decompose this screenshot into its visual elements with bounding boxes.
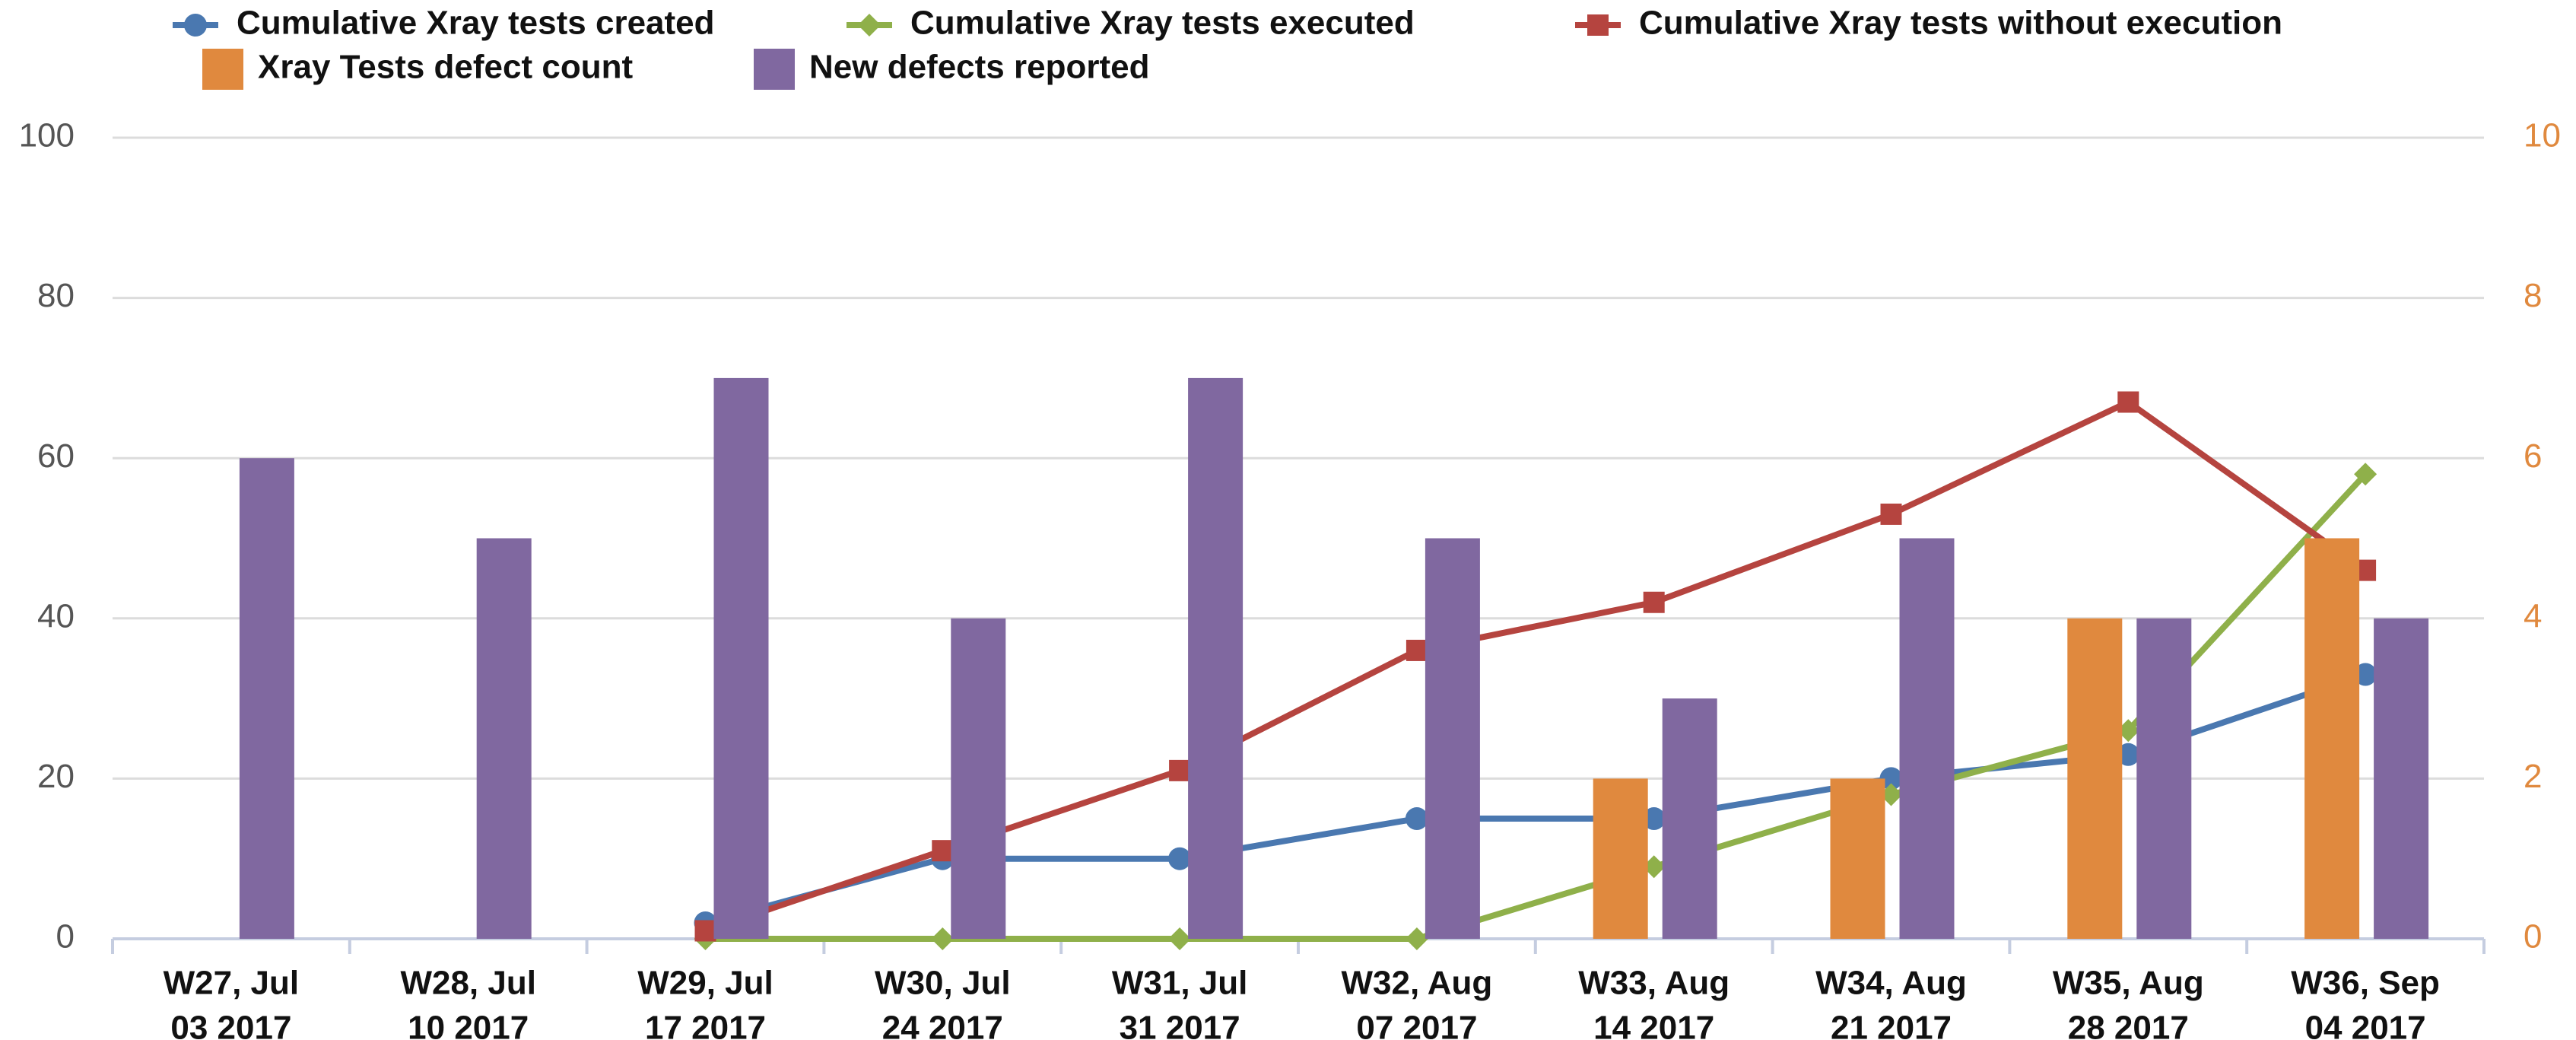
bar [2136, 618, 2192, 939]
bar [2067, 618, 2123, 939]
x-tick-label: 14 2017 [1593, 1010, 1714, 1040]
x-tick-label: W34, Aug [1815, 965, 1967, 1002]
marker [2117, 391, 2139, 413]
y2-tick-label: 6 [2524, 437, 2542, 475]
x-tick-label: 31 2017 [1120, 1010, 1240, 1040]
legend-label: New defects reported [809, 49, 1149, 86]
marker [858, 14, 881, 37]
x-tick-label: 24 2017 [882, 1010, 1003, 1040]
marker [2117, 743, 2140, 766]
y2-tick-label: 8 [2524, 277, 2542, 314]
x-tick-label: W27, Jul [164, 965, 300, 1002]
marker [1879, 767, 1903, 790]
marker [1879, 783, 1903, 806]
y-tick-label: 60 [37, 437, 75, 475]
legend-label: Cumulative Xray tests created [237, 5, 715, 42]
y-tick-label: 100 [19, 117, 75, 154]
bar [2304, 538, 2360, 939]
y2-tick-label: 2 [2524, 758, 2542, 795]
x-tick-label: W36, Sep [2291, 965, 2440, 1002]
y-tick-label: 80 [37, 277, 75, 314]
y-tick-label: 20 [37, 758, 75, 795]
marker [184, 14, 207, 37]
y2-tick-label: 10 [2524, 117, 2561, 154]
bar [476, 538, 532, 939]
marker [1643, 591, 1665, 613]
x-tick-label: 21 2017 [1831, 1010, 1952, 1040]
y2-tick-label: 4 [2524, 597, 2542, 634]
bar [1593, 778, 1648, 939]
x-tick-label: W35, Aug [2053, 965, 2204, 1002]
x-tick-label: W31, Jul [1112, 965, 1248, 1002]
x-tick-label: W30, Jul [875, 965, 1011, 1002]
y2-tick-label: 0 [2524, 918, 2542, 956]
x-tick-label: 28 2017 [2068, 1010, 2189, 1040]
bar [1899, 538, 1955, 939]
marker [1405, 927, 1428, 950]
x-tick-label: 04 2017 [2305, 1010, 2426, 1040]
x-tick-label: W32, Aug [1341, 965, 1492, 1002]
bar [1425, 538, 1480, 939]
marker [1168, 847, 1192, 870]
marker [2354, 463, 2377, 486]
x-tick-label: 03 2017 [170, 1010, 291, 1040]
bar [1662, 698, 1717, 939]
bar [239, 458, 294, 939]
marker [694, 920, 716, 942]
marker [1405, 807, 1428, 831]
y-tick-label: 40 [37, 597, 75, 634]
marker [1880, 503, 1902, 525]
y-tick-label: 0 [56, 918, 75, 956]
bar [1830, 778, 1885, 939]
x-tick-label: W33, Aug [1578, 965, 1730, 1002]
marker [1642, 855, 1666, 879]
marker [1168, 927, 1192, 950]
x-tick-label: W28, Jul [400, 965, 536, 1002]
bar [713, 377, 769, 939]
marker [1169, 759, 1191, 781]
marker [932, 840, 954, 862]
x-tick-label: 17 2017 [645, 1010, 766, 1040]
legend-label: Cumulative Xray tests without execution [1639, 5, 2282, 42]
bar [951, 618, 1006, 939]
legend-label: Cumulative Xray tests executed [910, 5, 1415, 42]
bar [1188, 377, 1244, 939]
marker [2354, 663, 2377, 686]
x-tick-label: W29, Jul [637, 965, 773, 1002]
marker [931, 927, 954, 950]
bar [2374, 618, 2429, 939]
x-tick-label: 07 2017 [1356, 1010, 1477, 1040]
legend-swatch [202, 49, 243, 90]
x-tick-label: 10 2017 [408, 1010, 529, 1040]
marker [1642, 807, 1666, 831]
legend-swatch [754, 49, 795, 90]
marker [2117, 719, 2140, 743]
marker [1406, 639, 1428, 661]
legend-label: Xray Tests defect count [258, 49, 633, 86]
marker [1587, 14, 1609, 36]
